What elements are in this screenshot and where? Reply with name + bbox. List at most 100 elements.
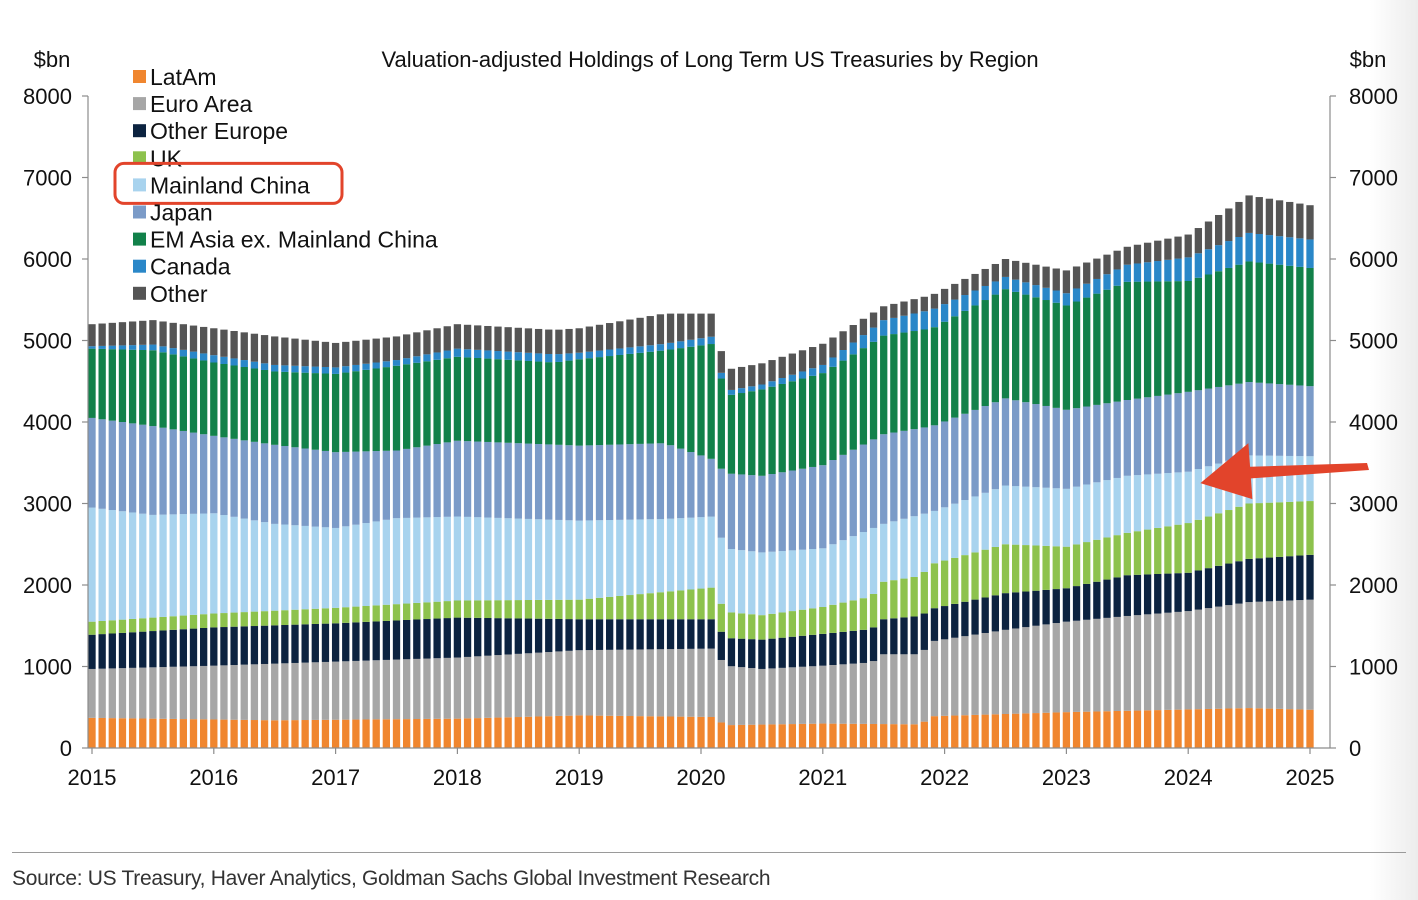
bar-segment-other-europe (839, 631, 847, 665)
bar-segment-latam (626, 716, 634, 748)
bar-segment-mainland-china (1154, 473, 1162, 528)
bar-segment-other (474, 325, 482, 350)
bar-segment-uk (829, 604, 837, 633)
bar-segment-japan (189, 432, 198, 514)
bar-segment-other-europe (737, 638, 746, 668)
bar-segment-euro-area (311, 662, 319, 720)
bar-segment-euro-area (118, 668, 127, 719)
bar-segment-japan (575, 445, 583, 521)
bar-segment-other (382, 337, 391, 362)
left-tick-label: 8000 (23, 84, 72, 109)
bar-segment-canada (311, 366, 319, 374)
bar-segment-uk (1245, 503, 1253, 559)
bar-segment-mainland-china (484, 517, 492, 601)
bar-segment-mainland-china (890, 521, 898, 581)
bar-segment-latam (250, 720, 259, 748)
bar-segment-canada (778, 377, 786, 384)
bar-segment-latam (910, 724, 918, 748)
bar-segment-mainland-china (1042, 487, 1050, 546)
bar-segment-uk (534, 599, 543, 619)
bar-segment-japan (291, 447, 299, 526)
bar-segment-japan (636, 443, 644, 520)
bar-segment-japan (869, 439, 878, 528)
bar-segment-latam (687, 716, 695, 748)
bar-segment-euro-area (372, 660, 380, 720)
bar-segment-uk (1052, 546, 1060, 590)
bar-segment-other (504, 327, 512, 352)
bar-segment-japan (382, 450, 391, 520)
bar-segment-euro-area (1032, 625, 1040, 714)
bar-segment-latam (940, 715, 949, 748)
bar-segment-other-europe (1296, 555, 1304, 601)
bar-segment-japan (646, 443, 654, 520)
bar-segment-other (788, 353, 797, 375)
bar-segment-uk (555, 599, 563, 619)
legend-swatch (133, 286, 146, 300)
bar-segment-canada (1072, 288, 1081, 302)
bar-segment-em-asia-ex-mainland-china (1083, 297, 1091, 407)
bar-segment-em-asia-ex-mainland-china (869, 341, 878, 440)
bar-segment-other (666, 313, 675, 343)
bar-segment-euro-area (1012, 628, 1020, 714)
bar-segment-other-europe (677, 619, 685, 649)
bar-segment-latam (666, 716, 675, 748)
axes-layer: 0 0 1000 1000 2000 2000 3000 3000 4000 4000 5000 50… (23, 84, 1398, 790)
bar-segment-mainland-china (1083, 484, 1091, 543)
bar-segment-em-asia-ex-mainland-china (606, 356, 614, 445)
bar-segment-other-europe (1255, 558, 1263, 602)
left-tick-label: 3000 (23, 492, 72, 517)
bar-segment-mainland-china (565, 520, 573, 600)
bar-segment-latam (453, 718, 462, 748)
bar-segment-em-asia-ex-mainland-china (1235, 264, 1243, 384)
bar-segment-latam (859, 723, 868, 748)
bar-segment-em-asia-ex-mainland-china (636, 352, 644, 444)
bar-segment-euro-area (1255, 601, 1263, 709)
bar-segment-mainland-china (189, 513, 198, 615)
bar-segment-uk (677, 590, 685, 620)
bar-segment-em-asia-ex-mainland-china (1154, 281, 1162, 396)
bar-segment-other-europe (940, 606, 949, 640)
bar-segment-uk (514, 600, 522, 619)
bar-segment-uk (240, 612, 248, 627)
bar-segment-other (737, 366, 746, 389)
bar-segment-other (606, 323, 614, 350)
bar-segment-em-asia-ex-mainland-china (920, 329, 928, 428)
bar-segment-latam (433, 718, 441, 748)
bar-segment-em-asia-ex-mainland-china (494, 359, 502, 443)
bar-segment-other (1245, 195, 1253, 233)
bar-segment-other-europe (768, 638, 776, 669)
bar-segment-latam (210, 719, 218, 748)
bar-segment-latam (88, 717, 96, 748)
bar-segment-other (139, 320, 147, 345)
bar-segment-other (819, 343, 827, 365)
bar-segment-other (1083, 262, 1091, 284)
bar-segment-latam (727, 725, 736, 748)
bar-segment-mainland-china (778, 551, 786, 613)
bar-segment-other-europe (1306, 554, 1314, 600)
bar-segment-other (250, 333, 259, 362)
bar-segment-other-europe (331, 623, 340, 662)
bar-segment-mainland-china (687, 517, 695, 590)
bar-segment-other (768, 360, 776, 382)
bar-segment-mainland-china (626, 519, 634, 596)
bar-segment-mainland-china (1265, 455, 1274, 503)
bar-segment-uk (1306, 501, 1314, 555)
bar-segment-em-asia-ex-mainland-china (1103, 289, 1111, 404)
bar-segment-japan (179, 430, 188, 515)
bar-segment-em-asia-ex-mainland-china (372, 368, 380, 452)
bar-segment-canada (717, 372, 725, 379)
bar-segment-canada (646, 345, 654, 352)
bar-segment-mainland-china (200, 513, 208, 615)
bar-segment-other-europe (545, 618, 553, 653)
left-tick-label: 4000 (23, 410, 72, 435)
bar-segment-mainland-china (1184, 471, 1192, 524)
bar-segment-japan (342, 451, 350, 527)
bar-segment-canada (128, 345, 137, 350)
bar-segment-other (748, 365, 756, 387)
bar-segment-other-europe (1235, 561, 1243, 604)
bar-segment-japan (666, 445, 675, 519)
bar-segment-euro-area (159, 667, 167, 719)
x-tick-label: 2019 (555, 765, 604, 790)
bar-segment-euro-area (656, 649, 665, 717)
bar-segment-euro-area (1113, 616, 1121, 712)
